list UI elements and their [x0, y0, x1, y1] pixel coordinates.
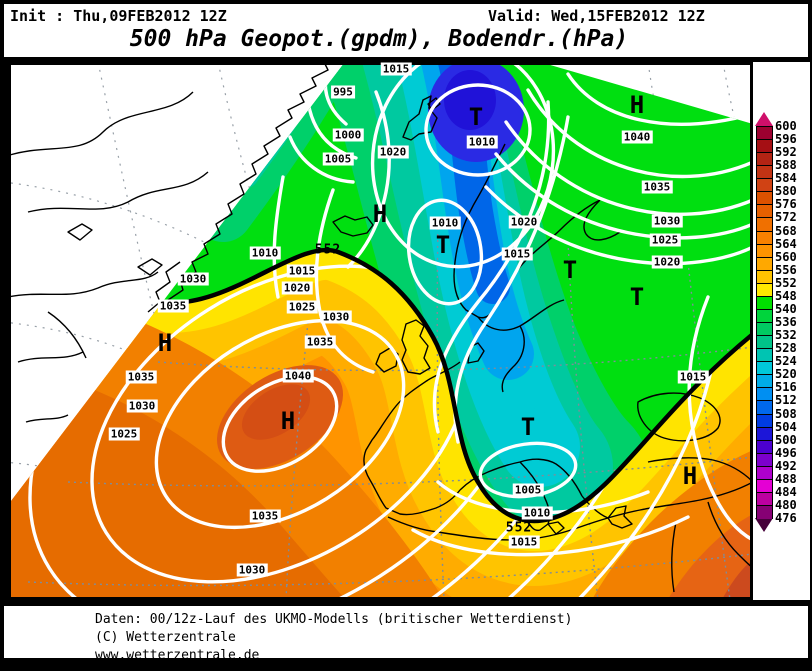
- colorbar-segment: [756, 465, 773, 480]
- colorbar-segment: [756, 139, 773, 154]
- colorbar-segment: [756, 217, 773, 232]
- valid-time-label: Valid: Wed,15FEB2012 12Z: [488, 7, 705, 25]
- colorbar-tick-label: 560: [775, 249, 797, 264]
- colorbar-tick-label: 540: [775, 301, 797, 316]
- colorbar-tick-label: 496: [775, 445, 797, 460]
- colorbar-tick-label: 484: [775, 484, 797, 499]
- colorbar-tick-label: 568: [775, 223, 797, 238]
- colorbar-segment: [756, 152, 773, 167]
- colorbar-tick-label: 512: [775, 393, 797, 408]
- init-time-label: Init : Thu,09FEB2012 12Z: [10, 7, 227, 25]
- colorbar-segment: [756, 387, 773, 402]
- colorbar-segment: [756, 491, 773, 507]
- colorbar-tick-label: 488: [775, 471, 797, 486]
- colorbar-tick-label: 580: [775, 184, 797, 199]
- contour-552: [157, 247, 753, 524]
- colorbar-tick-label: 572: [775, 210, 797, 225]
- colorbar-tick-label: 576: [775, 197, 797, 212]
- colorbar-segment: [756, 230, 773, 245]
- colorbar-tick-label: 516: [775, 380, 797, 395]
- colorbar-tick-label: 584: [775, 171, 797, 186]
- footer-data-source: Daten: 00/12z-Lauf des UKMO-Modells (bri…: [95, 612, 573, 627]
- footer-url: www.wetterzentrale.de: [95, 648, 260, 663]
- header: Init : Thu,09FEB2012 12Z Valid: Wed,15FE…: [4, 4, 808, 57]
- coastlines: [2, 61, 754, 593]
- colorbar-tick-label: 480: [775, 498, 797, 513]
- colorbar-segment: [756, 452, 773, 467]
- colorbar-segment: [756, 282, 773, 297]
- footer: Daten: 00/12z-Lauf des UKMO-Modells (bri…: [4, 606, 808, 663]
- weather-map: [2, 61, 754, 600]
- colorbar-tick-label: 556: [775, 262, 797, 277]
- colorbar-segment: [756, 269, 773, 284]
- colorbar-segment: [756, 426, 773, 441]
- colorbar-tick-label: 552: [775, 275, 797, 290]
- colorbar-tick-label: 524: [775, 354, 797, 369]
- colorbar-segment: [756, 361, 773, 376]
- colorbar-segment: [756, 478, 773, 493]
- colorbar-segment: [756, 256, 773, 271]
- colorbar-tick-label: 600: [775, 119, 797, 133]
- colorbar-segment: [756, 413, 773, 428]
- colorbar-segment: [756, 374, 773, 389]
- colorbar-tick-label: 596: [775, 132, 797, 147]
- colorbar-segment: [756, 308, 773, 324]
- colorbar-tick-label: 500: [775, 432, 797, 447]
- colorbar-segment: [756, 204, 773, 219]
- colorbar-tick-label: 592: [775, 145, 797, 160]
- colorbar-segment: [756, 400, 773, 415]
- colorbar-segment: [756, 243, 773, 258]
- colorbar-top-arrow: [754, 112, 773, 126]
- colorbar-segment: [756, 178, 773, 193]
- colorbar-segment: [756, 165, 773, 180]
- colorbar-tick-label: 588: [775, 158, 797, 173]
- colorbar-tick-label: 492: [775, 458, 797, 473]
- colorbar-tick-label: 528: [775, 341, 797, 356]
- colorbar-segment: [756, 439, 773, 454]
- colorbar-bottom-arrow: [754, 518, 773, 532]
- map-border: [8, 62, 753, 600]
- colorbar-segment: [756, 505, 773, 520]
- colorbar-segment: [756, 348, 773, 363]
- graticule: [27, 221, 753, 600]
- colorbar-segment: [756, 191, 773, 206]
- colorbar-tick-label: 476: [775, 511, 797, 526]
- colorbar-tick-label: 536: [775, 315, 797, 330]
- colorbar-tick-label: 508: [775, 406, 797, 421]
- colorbar-tick-label: 548: [775, 288, 797, 303]
- colorbar: 600 596 592 588 584 580 576 572 568 564 560 556 552 5…: [753, 62, 810, 600]
- colorbar-segment: [756, 335, 773, 350]
- colorbar-tick-label: 520: [775, 367, 797, 382]
- colorbar-tick-label: 564: [775, 236, 797, 251]
- weather-map-svg: [2, 61, 754, 600]
- footer-copyright: (C) Wetterzentrale: [95, 630, 236, 645]
- colorbar-segment: [756, 322, 773, 337]
- colorbar-tick-label: 504: [775, 419, 797, 434]
- colorbar-segment: [756, 295, 773, 310]
- chart-title: 500 hPa Geopot.(gpdm), Bodendr.(hPa): [129, 26, 629, 52]
- colorbar-tick-label: 532: [775, 328, 797, 343]
- colorbar-segment: [756, 126, 773, 141]
